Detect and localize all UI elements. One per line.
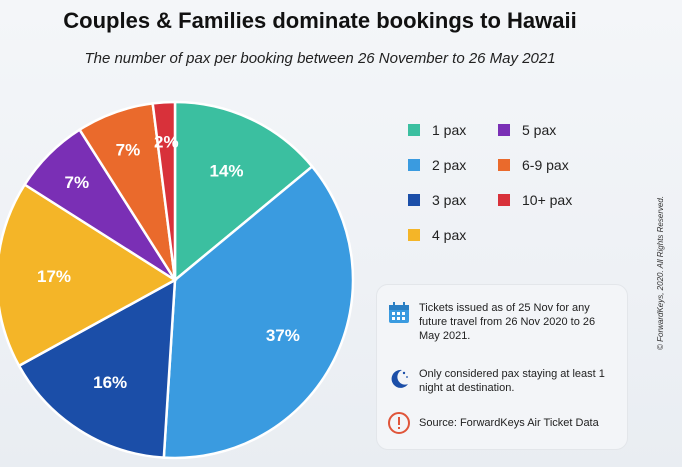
legend-label: 3 pax xyxy=(432,192,467,208)
legend-swatch xyxy=(498,159,510,171)
chart-subtitle: The number of pax per booking between 26… xyxy=(84,50,556,67)
copyright-notice: © ForwardKeys, 2020. All Rights Reserved… xyxy=(656,195,665,350)
note-stay-length: Only considered pax staying at least 1 n… xyxy=(387,367,617,395)
pie-slice-2-pax xyxy=(162,164,355,460)
data-label: 2% xyxy=(154,132,179,151)
legend-label: 1 pax xyxy=(432,122,467,138)
legend-swatch xyxy=(408,124,420,136)
pie-slice-4-pax xyxy=(0,182,178,368)
data-label: 37% xyxy=(266,326,300,345)
note-ticket-dates: Tickets issued as of 25 Nov for any futu… xyxy=(387,301,617,343)
legend-swatch xyxy=(408,229,420,241)
pie-slice-3-pax xyxy=(17,277,177,459)
legend-item: 10+ pax xyxy=(498,192,572,208)
legend-swatch xyxy=(498,194,510,206)
note-text: Only considered pax staying at least 1 n… xyxy=(419,368,605,394)
legend-swatch xyxy=(408,159,420,171)
data-label: 16% xyxy=(93,373,127,392)
legend-item: 1 pax xyxy=(408,122,466,138)
legend-swatch xyxy=(498,124,510,136)
note-source: Source: ForwardKeys Air Ticket Data xyxy=(387,411,617,435)
data-label: 7% xyxy=(116,140,141,159)
pie-slice-10-pax xyxy=(151,100,177,281)
info-box: Tickets issued as of 25 Nov for any futu… xyxy=(376,284,628,450)
legend-label: 2 pax xyxy=(432,157,467,173)
legend-item: 5 pax xyxy=(498,122,556,138)
pie-slice-1-pax xyxy=(173,100,314,283)
legend-swatch xyxy=(408,194,420,206)
data-label: 14% xyxy=(210,161,244,180)
legend-item: 2 pax xyxy=(408,157,466,173)
calendar-icon xyxy=(389,302,409,323)
note-text: Source: ForwardKeys Air Ticket Data xyxy=(419,417,599,429)
legend-label: 6-9 pax xyxy=(522,157,569,173)
legend-item: 4 pax xyxy=(408,227,466,243)
note-text: Tickets issued as of 25 Nov for any futu… xyxy=(419,302,596,342)
data-label: 17% xyxy=(37,267,71,286)
legend-label: 4 pax xyxy=(432,227,467,243)
data-label: 7% xyxy=(65,173,90,192)
moon-icon xyxy=(391,369,408,388)
legend-item: 3 pax xyxy=(408,192,466,208)
legend-label: 5 pax xyxy=(522,122,557,138)
legend-label: 10+ pax xyxy=(522,192,573,208)
legend-item: 6-9 pax xyxy=(498,157,569,173)
chart-title: Couples & Families dominate bookings to … xyxy=(63,8,577,33)
alert-icon xyxy=(388,412,410,434)
